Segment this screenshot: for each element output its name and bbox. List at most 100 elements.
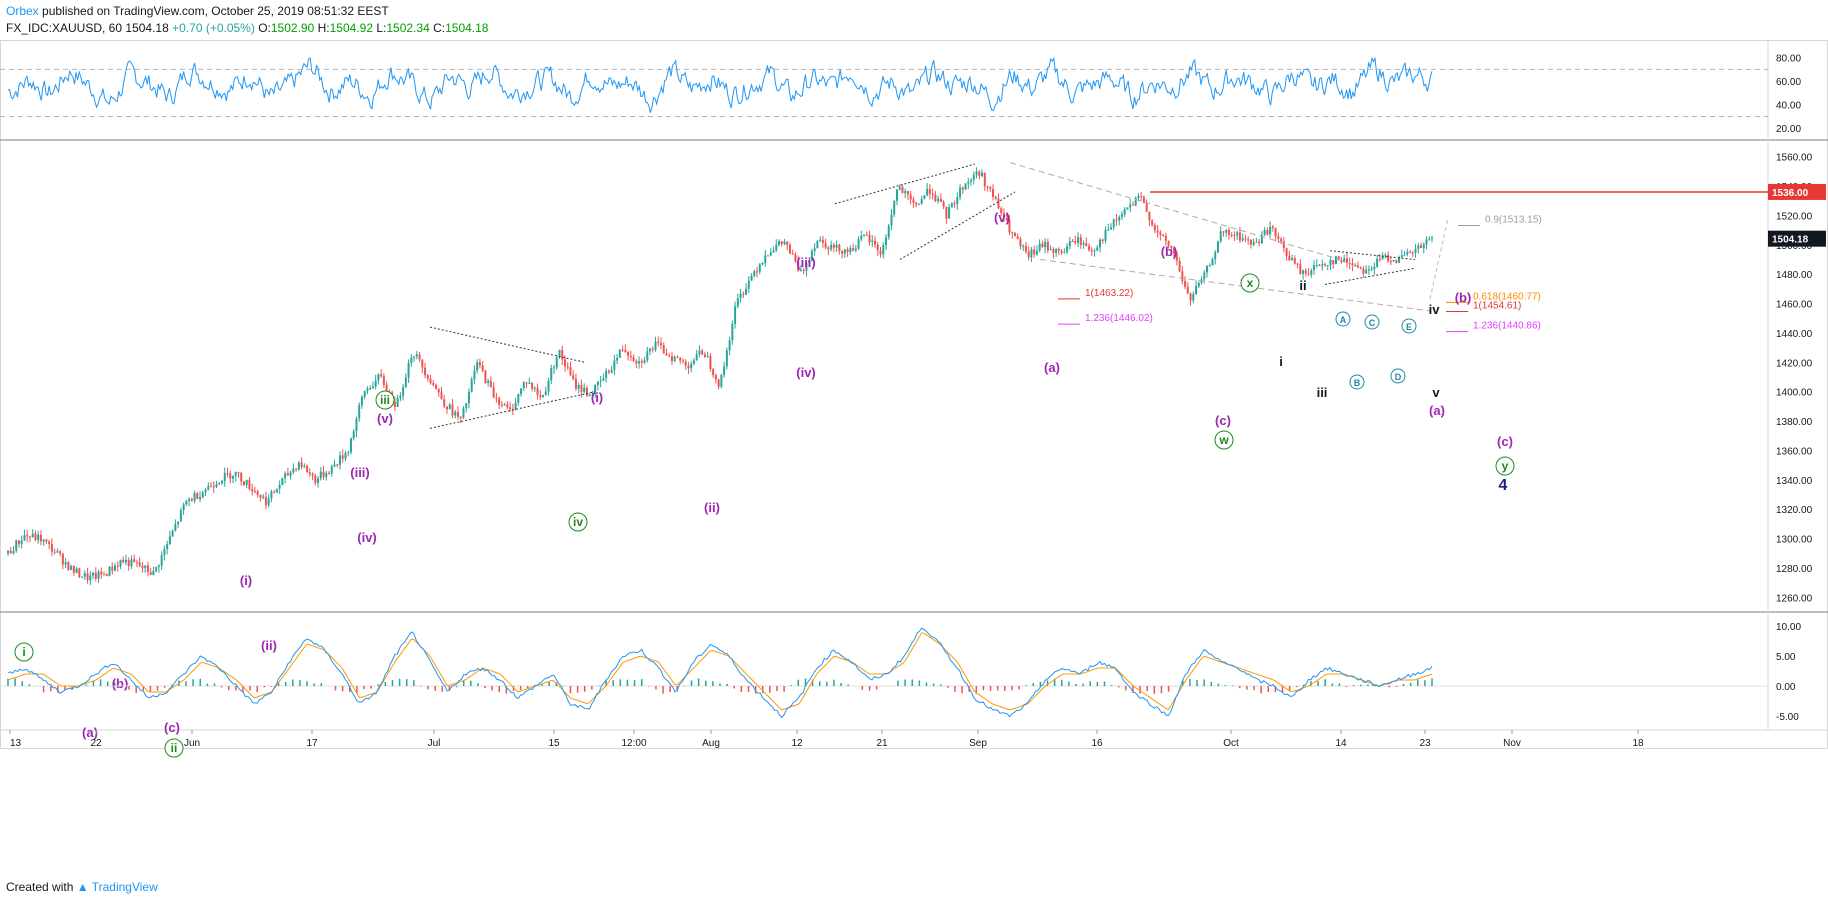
candle-body [138,562,141,566]
last-price: 1504.18 [125,21,169,35]
candle-body [1367,269,1370,271]
candle-body [92,572,95,576]
candle-body [349,438,352,453]
candle-body [94,572,97,579]
candle-body [509,407,512,410]
candle-body [970,179,973,182]
candle-body [1115,219,1118,221]
wave-label-green: w [1218,433,1229,447]
candle-body [146,565,149,573]
candle-body [959,187,962,198]
candle-body [808,260,811,263]
time-tick-label: Jul [428,738,441,749]
candle-body [413,356,416,358]
candle-body [366,388,369,392]
candle-body [256,491,259,495]
candle-body [1392,260,1395,262]
price-tick-label: 1260.00 [1776,593,1813,604]
candle-body [470,379,473,392]
candle-body [1030,249,1033,258]
candle-body [1022,245,1025,247]
candle-body [1395,260,1398,263]
candle-body [983,172,986,187]
candle-body [1329,260,1332,266]
candle-body [602,378,605,381]
candle-body [1225,229,1228,233]
candle-body [591,394,594,396]
candle-body [736,298,739,307]
candle-body [580,385,583,392]
wave-label-magenta: (iii) [350,465,370,480]
price-tick-label: 1420.00 [1776,358,1813,369]
candle-body [566,366,569,368]
candle-body [45,539,48,542]
candle-body [83,573,86,577]
current-price-label: 1504.18 [1772,235,1809,246]
candle-body [758,264,761,272]
candle-body [1184,281,1187,287]
wave-label-magenta: (ii) [261,638,277,653]
candle-body [555,357,558,368]
candle-body [17,540,20,544]
candle-body [72,566,75,573]
candle-body [174,524,177,531]
candle-body [1134,198,1137,206]
candle-body [61,553,64,565]
candle-body [627,351,630,356]
candle-body [432,383,435,385]
candle-body [542,395,545,398]
candle-body [289,472,292,476]
chart-canvas[interactable]: 80.0060.0040.0020.001560.001540.001520.0… [0,40,1828,870]
candle-body [1318,264,1321,266]
candle-body [871,240,874,243]
candle-body [1131,204,1134,206]
candle-body [26,535,29,537]
candle-body [273,491,276,493]
time-tick-label: 13 [10,738,22,749]
candle-body [297,462,300,470]
macd-line [7,627,1433,719]
candle-body [476,362,479,371]
candle-body [1417,245,1420,249]
price-tick-label: 1460.00 [1776,300,1813,311]
candle-body [1389,261,1392,263]
candle-body [344,453,347,459]
candle-body [393,401,396,407]
candle-body [830,244,833,250]
candle-body [1214,252,1217,260]
candle-body [684,361,687,366]
candle-body [1354,265,1357,267]
candle-body [12,551,15,554]
candle-body [498,398,501,405]
candle-body [643,360,646,363]
candle-body [1216,241,1219,253]
candle-body [539,395,542,398]
wave-label-magenta: (iv) [357,530,377,545]
tradingview-link[interactable]: TradingView [91,880,158,894]
candle-body [157,565,160,568]
candle-body [574,378,577,389]
candle-body [701,350,704,355]
candle-body [1079,237,1082,245]
tradingview-logo-icon[interactable]: ▲ [76,880,89,894]
candle-body [1238,232,1241,241]
candle-body [613,360,616,370]
fib-level-label: 1(1454.61) [1473,300,1521,311]
candle-body [1313,265,1316,271]
wave-label-green: i [22,645,25,659]
candle-body [231,475,234,479]
candle-body [1422,244,1425,249]
candle-body [53,551,56,553]
candle-body [1153,224,1156,231]
fib-level-label: 1.236(1440.86) [1473,321,1541,332]
candle-body [569,367,572,376]
candle-body [1343,258,1346,263]
candle-body [816,240,819,249]
author-link[interactable]: Orbex [6,4,39,18]
published-text: published on TradingView.com, October 25… [38,4,389,18]
candle-body [1123,209,1126,215]
candle-body [240,472,243,482]
candle-body [681,360,684,362]
rsi-tick-label: 60.00 [1776,77,1801,88]
candle-body [248,479,251,490]
